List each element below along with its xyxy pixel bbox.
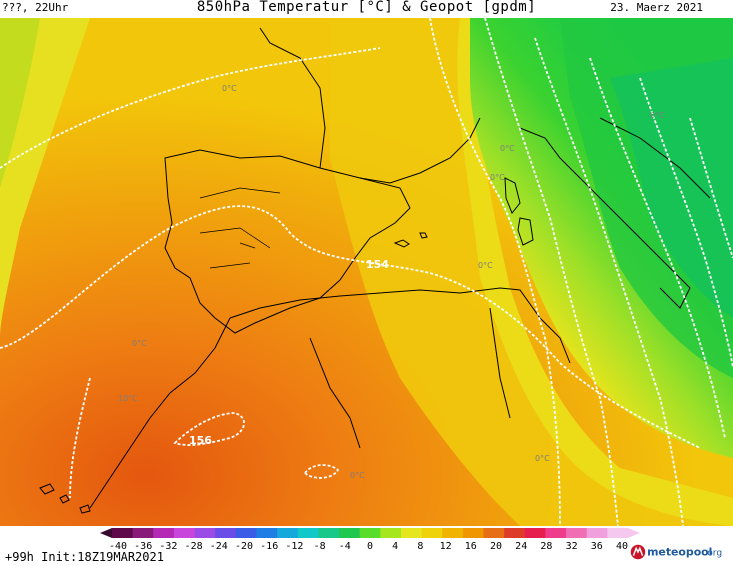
colorbar-cell xyxy=(607,528,629,538)
svg-text:0°C: 0°C xyxy=(350,471,365,480)
colorbar-tick-label: 32 xyxy=(566,541,578,550)
colorbar-tick-label: -8 xyxy=(314,541,326,550)
colorbar-high-arrow xyxy=(628,528,640,538)
isotherm-labels: 0°C 0°C 0°C 0°C 0°C 10°C 0°C 0°C 0°C xyxy=(118,84,665,480)
colorbar-tick-label: -12 xyxy=(285,541,303,550)
colorbar-cell xyxy=(566,528,588,538)
colorbar-tick-label: 0 xyxy=(367,541,373,550)
borders xyxy=(199,187,281,269)
init-time: +99h Init:18Z19MAR2021 xyxy=(5,550,164,564)
logo-suffix: .org xyxy=(704,549,722,559)
colorbar-cell xyxy=(215,528,237,538)
colorbar-tick-label: 4 xyxy=(392,541,398,550)
colorbar-cells xyxy=(112,528,629,538)
svg-text:0°C: 0°C xyxy=(535,454,550,463)
svg-text:0°C: 0°C xyxy=(500,144,515,153)
colorbar-cell xyxy=(173,528,196,538)
colorbar-tick-label: -20 xyxy=(235,541,253,550)
time-label: ???, 22Uhr xyxy=(2,1,69,14)
colorbar-cell xyxy=(277,528,299,538)
colorbar-tick-label: -32 xyxy=(159,541,177,550)
svg-text:10°C: 10°C xyxy=(118,394,138,403)
geopot-label-154: 154 xyxy=(366,258,389,271)
footer: -40 -36 -32 -28 -24 -20 -16 -12 -8 -4 0 4 8 12 16 20 24 2… xyxy=(0,526,733,566)
colorbar-cell xyxy=(318,528,340,538)
colorbar-tick-label: 36 xyxy=(591,541,603,550)
colorbar-cell xyxy=(524,528,546,538)
colorbar-cell xyxy=(194,528,216,538)
geopot-label-156: 156 xyxy=(189,434,212,447)
svg-text:0°C: 0°C xyxy=(490,173,505,182)
svg-text:0°C: 0°C xyxy=(478,261,493,270)
meteopool-logo[interactable]: meteopool .org xyxy=(625,542,731,562)
colorbar-tick-label: 20 xyxy=(490,541,502,550)
colorbar-cell xyxy=(442,528,464,538)
colorbar-tick-label: -24 xyxy=(210,541,228,550)
colorbar-cell xyxy=(132,528,154,538)
colorbar-tick-label: 24 xyxy=(515,541,527,550)
colorbar-tick-label: -28 xyxy=(185,541,203,550)
svg-text:0°C: 0°C xyxy=(222,84,237,93)
colorbar-cell xyxy=(112,528,134,538)
weather-map: 0°C 0°C 0°C 0°C 0°C 10°C 0°C 0°C 0°C 154… xyxy=(0,18,733,526)
colorbar-cell xyxy=(462,528,485,538)
colorbar-tick-label: 8 xyxy=(417,541,423,550)
colorbar-tick-label: -4 xyxy=(339,541,351,550)
svg-text:0°C: 0°C xyxy=(650,111,665,120)
coastlines xyxy=(39,27,711,514)
temperature-field-mid xyxy=(330,18,733,526)
colorbar-cell xyxy=(545,528,567,538)
colorbar-tick-label: -16 xyxy=(260,541,278,550)
colorbar-cell xyxy=(586,528,608,538)
colorbar-cell xyxy=(359,528,381,538)
colorbar-tick-label: 16 xyxy=(465,541,477,550)
colorbar-cell xyxy=(421,528,443,538)
colorbar-low-arrow xyxy=(100,528,112,538)
colorbar-cell xyxy=(235,528,257,538)
colorbar-cell xyxy=(400,528,423,538)
colorbar-cell xyxy=(153,528,175,538)
colorbar-tick-label: -36 xyxy=(134,541,152,550)
header: ???, 22Uhr 850hPa Temperatur [°C] & Geop… xyxy=(0,0,733,18)
map-title: 850hPa Temperatur [°C] & Geopot [gpdm] xyxy=(196,0,537,15)
geopotential-contours xyxy=(0,18,733,526)
colorbar-cell xyxy=(339,528,361,538)
colorbar-cell xyxy=(504,528,526,538)
colorbar-ticks: -40 -36 -32 -28 -24 -20 -16 -12 -8 -4 0 4 8 12 16 20 24 2… xyxy=(109,541,628,550)
colorbar: -40 -36 -32 -28 -24 -20 -16 -12 -8 -4 0 4 8 12 16 20 24 2… xyxy=(100,528,640,550)
colorbar-cell xyxy=(380,528,402,538)
svg-text:0°C: 0°C xyxy=(132,339,147,348)
colorbar-tick-label: 28 xyxy=(540,541,552,550)
colorbar-tick-label: 12 xyxy=(440,541,452,550)
colorbar-cell xyxy=(483,528,505,538)
colorbar-cell xyxy=(256,528,278,538)
date-label: 23. Maerz 2021 xyxy=(610,1,703,14)
colorbar-tick-label: 40 xyxy=(616,541,628,550)
colorbar-tick-label: -40 xyxy=(109,541,127,550)
colorbar-cell xyxy=(297,528,319,538)
logo-text: meteopool xyxy=(647,546,712,559)
